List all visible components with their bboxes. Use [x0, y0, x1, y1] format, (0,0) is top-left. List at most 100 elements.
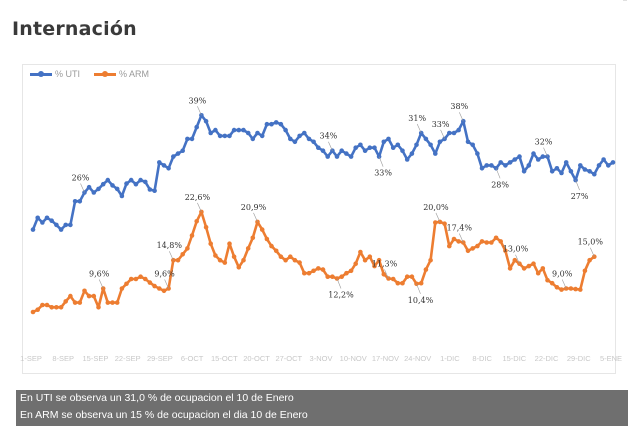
data-point-arm	[358, 249, 363, 255]
data-point-uti	[339, 148, 345, 153]
data-point-uti	[568, 169, 574, 174]
data-label-leader	[253, 212, 258, 223]
data-point-arm	[35, 307, 40, 313]
data-point-uti	[386, 136, 391, 142]
data-label-leader	[440, 129, 445, 140]
data-label-leader	[378, 156, 384, 167]
data-point-arm	[325, 274, 331, 280]
data-point-arm	[63, 299, 68, 304]
data-label-leader	[80, 183, 85, 193]
data-point-arm	[568, 286, 574, 291]
data-point-arm	[531, 261, 536, 267]
data-point-arm	[152, 283, 157, 289]
data-point-arm	[133, 276, 139, 282]
data-point-uti	[264, 121, 270, 127]
data-label-uti: 34%	[320, 132, 338, 141]
data-point-uti	[259, 133, 265, 139]
data-point-uti	[128, 177, 134, 183]
data-point-arm	[549, 280, 555, 286]
data-point-uti	[381, 139, 387, 145]
data-label-uti: 32%	[535, 138, 553, 147]
data-point-arm	[545, 277, 550, 283]
data-point-uti	[479, 166, 485, 171]
data-point-uti	[77, 199, 83, 204]
data-point-arm	[475, 243, 480, 249]
data-point-arm	[362, 257, 368, 263]
data-point-arm	[479, 239, 485, 244]
data-point-uti	[255, 130, 260, 136]
data-point-uti	[517, 154, 522, 159]
data-label-arm: 12,2%	[328, 291, 354, 300]
data-point-arm	[330, 274, 335, 280]
data-point-arm	[390, 276, 396, 282]
data-point-arm	[367, 254, 373, 259]
data-point-uti	[110, 183, 115, 188]
data-point-arm	[259, 227, 265, 232]
data-point-arm	[344, 270, 349, 276]
data-point-arm	[30, 309, 36, 315]
data-point-arm	[194, 219, 199, 224]
data-point-uti	[54, 222, 59, 228]
data-point-uti	[353, 145, 359, 150]
data-point-arm	[49, 305, 54, 310]
data-point-arm	[423, 267, 429, 272]
data-label-leader	[590, 247, 595, 257]
data-label-leader	[561, 279, 567, 289]
data-point-arm	[269, 243, 274, 249]
data-label-arm: 10,4%	[408, 296, 434, 305]
data-point-uti	[559, 170, 564, 176]
data-label-leader	[515, 254, 520, 264]
data-point-arm	[68, 293, 73, 299]
data-point-arm	[273, 248, 279, 254]
data-point-arm	[526, 263, 532, 269]
data-point-uti	[442, 136, 447, 142]
data-point-uti	[58, 227, 64, 232]
data-point-arm	[512, 257, 518, 263]
data-point-arm	[143, 276, 148, 282]
data-point-uti	[185, 136, 190, 142]
data-point-uti	[535, 157, 541, 162]
data-point-arm	[442, 221, 447, 226]
x-tick-label: 20-OCT	[243, 354, 270, 363]
data-point-uti	[100, 181, 106, 187]
data-label-uti: 26%	[72, 174, 90, 183]
data-point-uti	[521, 169, 527, 174]
data-label-leader	[459, 112, 464, 122]
data-point-arm	[348, 268, 354, 274]
data-point-uti	[372, 145, 377, 150]
data-point-uti	[222, 133, 228, 139]
data-label-arm: 9,0%	[552, 270, 573, 279]
data-point-arm	[77, 300, 83, 305]
data-label-uti: 31%	[408, 114, 426, 123]
notes-box	[16, 390, 628, 426]
data-point-uti	[273, 120, 279, 125]
data-point-arm	[161, 288, 167, 294]
x-tick-label: 8-SEP	[52, 354, 74, 363]
x-tick-label: 15-OCT	[211, 354, 238, 363]
data-point-arm	[124, 281, 129, 287]
data-label-arm: 11,3%	[372, 260, 398, 269]
legend-label-arm: % ARM	[119, 69, 150, 79]
data-point-uti	[250, 136, 256, 142]
data-point-arm	[241, 257, 246, 263]
data-point-arm	[437, 219, 443, 225]
data-point-uti	[306, 136, 312, 142]
data-label-leader	[416, 283, 421, 294]
legend-item-arm: % ARM	[94, 69, 149, 79]
data-point-uti	[437, 139, 443, 145]
data-point-uti	[320, 148, 326, 153]
data-point-arm	[119, 286, 125, 291]
data-point-arm	[535, 270, 541, 276]
data-label-uti: 33%	[374, 169, 392, 178]
data-point-uti	[311, 139, 316, 145]
page-title: Internación	[12, 18, 137, 40]
data-point-uti	[241, 127, 246, 133]
data-point-arm	[400, 280, 405, 286]
data-point-uti	[208, 130, 213, 136]
data-point-arm	[372, 263, 377, 269]
data-point-uti	[278, 121, 284, 127]
data-point-arm	[105, 300, 111, 305]
data-point-uti	[288, 136, 293, 142]
data-point-uti	[203, 118, 209, 124]
data-point-uti	[114, 186, 120, 192]
